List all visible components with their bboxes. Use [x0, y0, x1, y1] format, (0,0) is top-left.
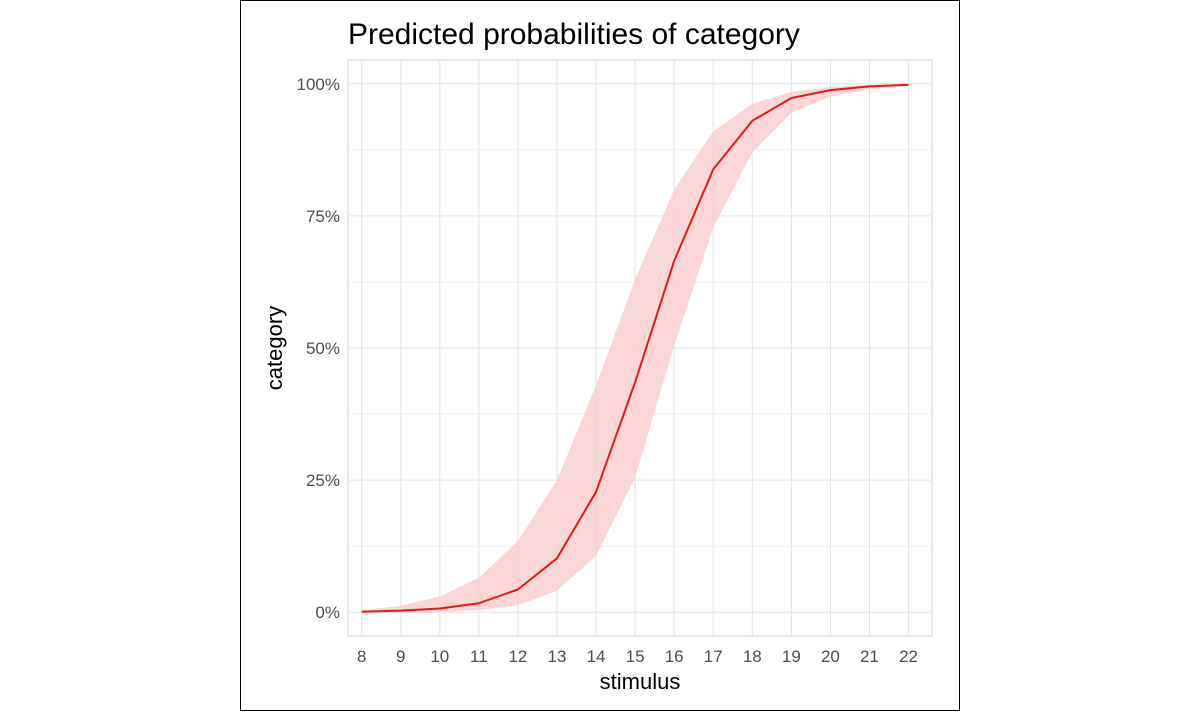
y-tick-label: 25%	[306, 471, 340, 490]
y-tick-label: 0%	[315, 603, 340, 622]
y-tick-label: 75%	[306, 207, 340, 226]
x-tick-label: 18	[743, 647, 762, 666]
confidence-band	[361, 84, 909, 613]
x-tick-label: 9	[396, 647, 405, 666]
y-tick-label: 50%	[306, 339, 340, 358]
y-tick-labels: 0% 25% 50% 75% 100%	[297, 75, 340, 622]
x-tick-label: 13	[548, 647, 567, 666]
probability-line	[361, 83, 909, 613]
y-tick-label: 100%	[297, 75, 340, 94]
line-layer	[361, 83, 909, 613]
x-axis-title: stimulus	[600, 669, 681, 694]
x-tick-label: 19	[782, 647, 801, 666]
x-tick-label: 10	[430, 647, 449, 666]
confidence-band-layer	[361, 84, 909, 613]
x-tick-label: 22	[899, 647, 918, 666]
x-tick-label: 16	[665, 647, 684, 666]
chart-frame	[240, 0, 960, 711]
x-tick-label: 12	[508, 647, 527, 666]
y-axis-title: category	[262, 306, 287, 390]
x-tick-label: 14	[587, 647, 606, 666]
chart-title: Predicted probabilities of category	[348, 18, 800, 51]
x-tick-label: 8	[357, 647, 366, 666]
x-tick-label: 17	[704, 647, 723, 666]
x-tick-label: 15	[626, 647, 645, 666]
x-tick-labels: 8 9 10 11 12 13 14 15 16 17 18 19 20 21 22	[357, 647, 918, 666]
x-tick-label: 21	[860, 647, 879, 666]
x-tick-label: 11	[470, 647, 488, 666]
x-tick-label: 20	[821, 647, 840, 666]
